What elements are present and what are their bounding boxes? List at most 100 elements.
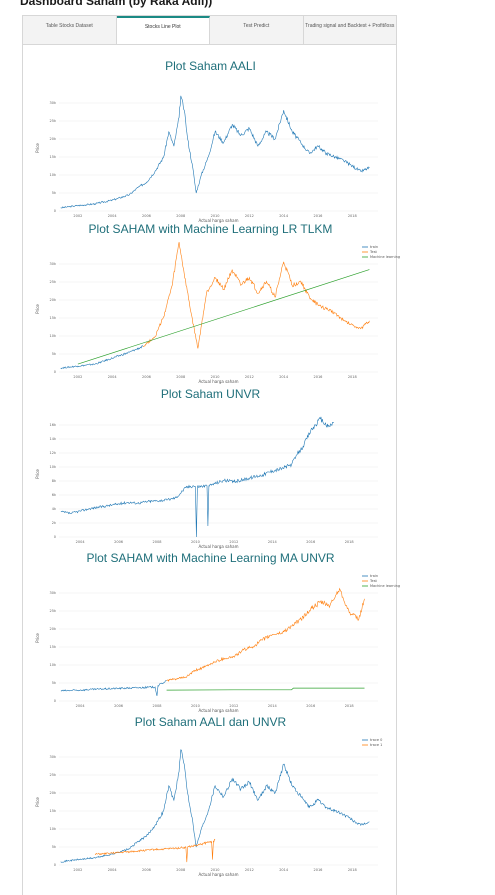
series-line-train — [60, 680, 167, 696]
x-axis-label: Actual harga saham — [198, 708, 238, 713]
y-tick-label: 6k — [52, 493, 57, 497]
x-tick-label: 2008 — [153, 540, 162, 544]
y-tick-label: 30k — [50, 101, 57, 105]
x-tick-label: 2002 — [73, 868, 82, 872]
y-tick-label: 5k — [52, 681, 57, 685]
x-tick-label: 2014 — [268, 540, 278, 544]
y-tick-label: 4k — [52, 507, 57, 511]
y-tick-label: 20k — [50, 298, 57, 302]
y-tick-label: 20k — [50, 791, 57, 795]
x-tick-label: 2006 — [142, 375, 151, 379]
x-tick-label: 2008 — [153, 704, 162, 708]
y-tick-label: 30k — [50, 262, 57, 266]
legend-label: Test — [369, 579, 378, 583]
legend-label: Machine learning — [370, 584, 400, 588]
x-tick-label: 2012 — [229, 540, 238, 544]
y-axis-label: Price — [35, 143, 40, 153]
x-axis-label: Actual harga saham — [198, 218, 238, 223]
chart-aali-unvr[interactable]: 0 5k 10k 15k 20k 25k 30k 2002 2004 2006 2008 2010 20… — [23, 735, 398, 885]
y-tick-label: 25k — [50, 773, 57, 777]
y-tick-label: 20k — [50, 137, 57, 141]
x-tick-label: 2010 — [191, 704, 200, 708]
y-tick-label: 20k — [50, 627, 57, 631]
series-line-test — [143, 242, 370, 349]
x-tick-label: 2004 — [76, 704, 86, 708]
x-tick-label: 2010 — [211, 868, 220, 872]
x-tick-label: 2002 — [73, 214, 82, 218]
series-line-price — [60, 95, 370, 209]
tab-trading-signal-backtest[interactable]: Trading signal and Backtest + Profit/los… — [305, 23, 395, 29]
chart-lr-tlkm[interactable]: 0 5k 10k 15k 20k 25k 30k 2002 2004 2006 2008 2010 20… — [23, 242, 400, 392]
x-tick-label: 2012 — [245, 868, 254, 872]
y-tick-label: 5k — [52, 191, 57, 195]
y-axis-label: Price — [35, 797, 40, 807]
x-tick-label: 2018 — [348, 375, 357, 379]
y-tick-label: 2k — [52, 521, 57, 525]
chart-ma-unvr[interactable]: 0 5k 10k 15k 20k 25k 30k 2004 2006 2008 2010 2012 20… — [23, 571, 400, 721]
x-tick-label: 2014 — [268, 704, 278, 708]
x-tick-label: 2010 — [191, 540, 200, 544]
x-tick-label: 2008 — [176, 214, 185, 218]
chart-aali[interactable]: 0 5k 10k 15k 20k 25k 30k 2002 2004 2006 2008 2010 20… — [23, 81, 398, 231]
y-tick-label: 0 — [54, 699, 56, 703]
x-tick-label: 2018 — [345, 704, 354, 708]
chart-title-unvr: Plot Saham UNVR — [160, 387, 261, 401]
y-tick-label: 15k — [50, 155, 57, 159]
chart-title-aali: Plot Saham AALI — [165, 59, 256, 73]
tab-table-stocks-dataset[interactable]: Table Stocks Dataset — [23, 16, 117, 44]
y-tick-label: 30k — [50, 755, 57, 759]
y-tick-label: 15k — [50, 316, 57, 320]
chart-unvr[interactable]: 0 2k 4k 6k 8k 10k 12k 14k 16k 2004 2006 2008 2010 201… — [23, 407, 398, 557]
y-tick-label: 0 — [54, 209, 56, 213]
y-axis-label: Price — [35, 469, 40, 479]
series-line-machine-learning — [77, 269, 370, 365]
y-tick-label: 10k — [50, 334, 57, 338]
x-tick-label: 2018 — [345, 540, 354, 544]
y-tick-label: 5k — [52, 352, 57, 356]
tab-test-predict[interactable]: Test Predict — [210, 16, 304, 44]
x-axis-label: Actual harga saham — [198, 872, 238, 877]
x-tick-label: 2012 — [229, 704, 238, 708]
x-tick-label: 2004 — [76, 540, 86, 544]
y-tick-label: 0 — [54, 863, 56, 867]
x-tick-label: 2016 — [314, 375, 323, 379]
chart-title-aali-unvr: Plot Saham AALI dan UNVR — [134, 715, 287, 729]
x-tick-label: 2006 — [114, 540, 123, 544]
x-tick-label: 2016 — [314, 214, 323, 218]
y-tick-label: 10k — [50, 465, 57, 469]
y-tick-label: 25k — [50, 119, 57, 123]
y-tick-label: 10k — [50, 827, 57, 831]
x-tick-label: 2016 — [306, 540, 315, 544]
y-axis-label: Price — [35, 304, 40, 314]
y-tick-label: 5k — [52, 845, 57, 849]
y-tick-label: 8k — [52, 479, 57, 483]
y-tick-label: 15k — [50, 645, 57, 649]
legend-label: trace 1 — [370, 743, 382, 747]
series-line-price — [60, 416, 334, 538]
x-tick-label: 2008 — [176, 375, 185, 379]
y-tick-label: 25k — [50, 609, 57, 613]
series-line-trace-0 — [60, 749, 370, 863]
x-tick-label: 2010 — [211, 375, 220, 379]
y-tick-label: 16k — [50, 423, 57, 427]
tab-stocks-line-plot[interactable]: Stocks Line Plot — [116, 16, 210, 44]
chart-title-lr-tlkm: Plot SAHAM with Machine Learning LR TLKM — [88, 222, 333, 236]
y-tick-label: 14k — [50, 437, 57, 441]
legend-label: train — [370, 245, 378, 249]
legend-label: train — [370, 574, 378, 578]
tab-bar: Table Stocks Dataset Stocks Line Plot Te… — [22, 15, 397, 45]
x-tick-label: 2004 — [108, 214, 118, 218]
x-tick-label: 2012 — [245, 375, 254, 379]
legend-label: Machine learning — [370, 255, 400, 259]
x-tick-label: 2006 — [114, 704, 123, 708]
chart-title-ma-unvr: Plot SAHAM with Machine Learning MA UNVR — [86, 551, 335, 565]
x-tick-label: 2016 — [314, 868, 323, 872]
x-tick-label: 2006 — [142, 214, 151, 218]
series-line-train — [60, 345, 144, 370]
y-tick-label: 0 — [54, 535, 56, 539]
legend-label: trace 0 — [370, 738, 382, 742]
legend-label: Test — [369, 250, 378, 254]
x-tick-label: 2012 — [245, 214, 254, 218]
y-tick-label: 12k — [50, 451, 57, 455]
x-tick-label: 2014 — [279, 214, 289, 218]
